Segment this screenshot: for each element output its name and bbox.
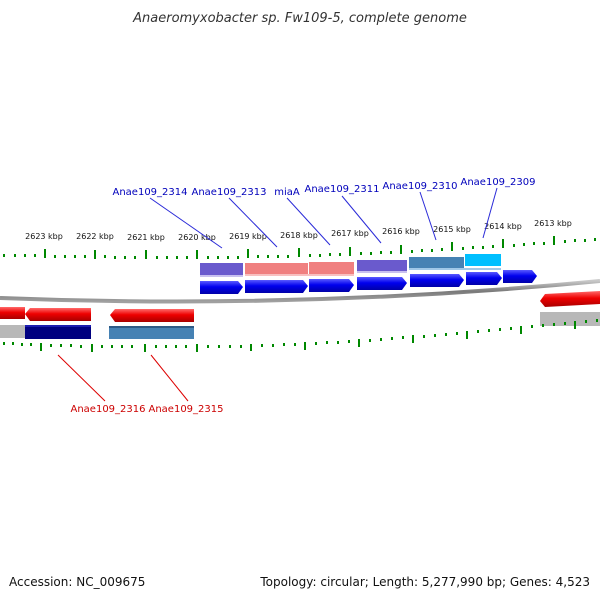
gene-arrow-anae109-2311[interactable]	[357, 277, 407, 290]
forward-strand-genes	[200, 270, 537, 294]
gene-arrow[interactable]	[540, 291, 600, 307]
feature-block[interactable]	[465, 254, 501, 266]
leader-lines-bottom	[57, 354, 189, 402]
accession-text: Accession: NC_009675	[9, 575, 145, 589]
minor-ticks-upper	[3, 238, 596, 259]
gene-arrow[interactable]	[0, 307, 25, 319]
upper-feature-track	[200, 254, 501, 277]
feature-block[interactable]	[540, 312, 600, 326]
lower-tick-track	[3, 319, 598, 352]
gene-label-anae109-2313[interactable]: Anae109_2313	[192, 187, 267, 198]
gene-arrow-miaa[interactable]	[309, 279, 354, 292]
scale-labels: 2623 kbp 2622 kbp 2621 kbp 2620 kbp 2619…	[25, 219, 572, 242]
gene-label-miaa[interactable]: miaA	[274, 187, 300, 198]
gene-labels-bottom: Anae109_2316 Anae109_2315	[71, 404, 224, 415]
scale-label: 2615 kbp	[433, 225, 471, 234]
gene-label-anae109-2316[interactable]: Anae109_2316	[71, 404, 146, 415]
feature-block[interactable]	[200, 263, 243, 276]
gene-label-anae109-2311[interactable]: Anae109_2311	[305, 184, 380, 195]
feature-block[interactable]	[357, 260, 407, 272]
topology-text: Topology: circular; Length: 5,277,990 bp…	[259, 575, 590, 589]
genome-backbone	[0, 279, 600, 304]
gene-arrow-anae109-2309[interactable]	[466, 272, 502, 285]
gene-arrow-anae109-2313[interactable]	[245, 280, 308, 293]
gene-arrow-anae109-2315[interactable]	[110, 309, 194, 322]
gene-label-anae109-2310[interactable]: Anae109_2310	[383, 181, 458, 192]
upper-tick-track	[3, 236, 596, 259]
gene-arrow-anae109-2316[interactable]	[25, 308, 91, 321]
gene-arrow-anae109-2310[interactable]	[410, 274, 464, 287]
feature-block[interactable]	[25, 325, 91, 339]
feature-block[interactable]	[409, 257, 464, 269]
major-ticks-lower	[40, 321, 576, 352]
scale-label: 2621 kbp	[127, 233, 165, 242]
gene-labels-top: Anae109_2314 Anae109_2313 miaA Anae109_2…	[113, 177, 536, 198]
scale-label: 2613 kbp	[534, 219, 572, 228]
scale-label: 2619 kbp	[229, 232, 267, 241]
feature-block[interactable]	[0, 325, 25, 338]
scale-label: 2616 kbp	[382, 227, 420, 236]
gene-label-anae109-2314[interactable]: Anae109_2314	[113, 187, 188, 198]
gene-label-anae109-2315[interactable]: Anae109_2315	[149, 404, 224, 415]
genome-title: Anaeromyxobacter sp. Fw109-5, complete g…	[132, 11, 467, 26]
scale-label: 2614 kbp	[484, 222, 522, 231]
scale-label: 2617 kbp	[331, 229, 369, 238]
gene-label-anae109-2309[interactable]: Anae109_2309	[461, 177, 536, 188]
scale-label: 2618 kbp	[280, 231, 318, 240]
gene-arrow-anae109-2314[interactable]	[200, 281, 243, 294]
scale-label: 2622 kbp	[76, 232, 114, 241]
major-ticks-upper	[44, 236, 555, 259]
scale-label: 2623 kbp	[25, 232, 63, 241]
feature-block[interactable]	[309, 262, 354, 274]
leader-lines-top	[149, 187, 498, 249]
reverse-strand-genes	[0, 291, 600, 322]
gene-arrow[interactable]	[503, 270, 537, 283]
minor-ticks-lower	[3, 319, 598, 348]
feature-block[interactable]	[109, 326, 194, 339]
feature-block[interactable]	[245, 263, 308, 275]
scale-label: 2620 kbp	[178, 233, 216, 242]
